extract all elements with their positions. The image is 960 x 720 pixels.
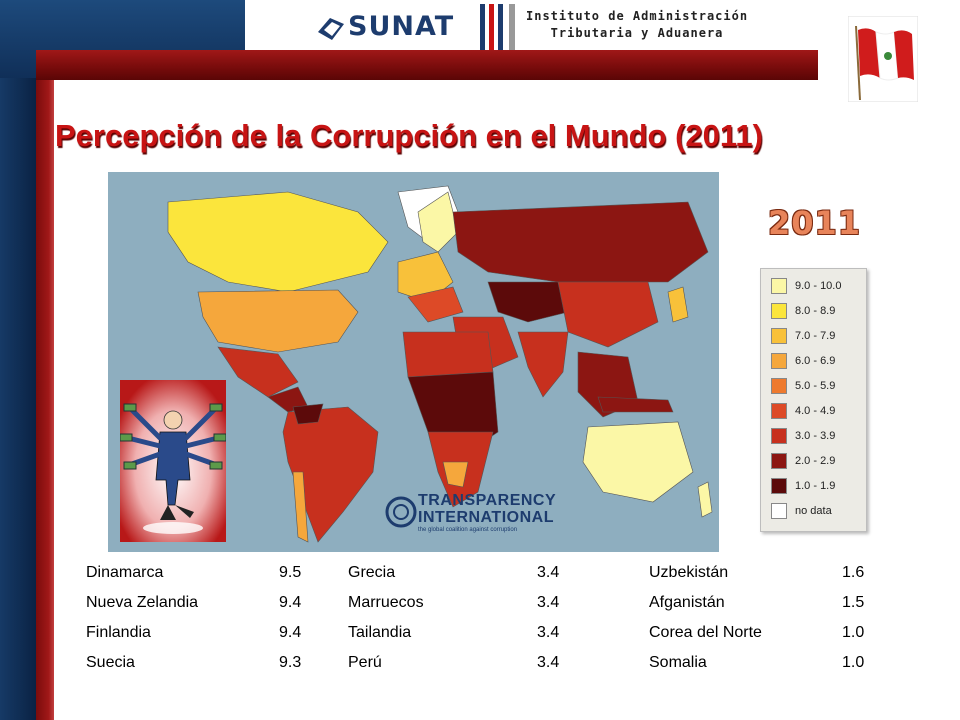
map-legend: 9.0 - 10.0 8.0 - 8.9 7.0 - 7.9 6.0 - 6.9 5.0… bbox=[760, 268, 867, 532]
ranking-country: Somalia bbox=[649, 654, 707, 671]
region-australia bbox=[582, 421, 694, 503]
legend-label: 3.0 - 3.9 bbox=[795, 430, 836, 442]
legend-swatch bbox=[771, 453, 787, 469]
region-south-america bbox=[282, 406, 379, 543]
ti-logo-line-1: TRANSPARENCY bbox=[418, 492, 557, 509]
ranking-score: 9.4 bbox=[279, 594, 302, 611]
ranking-country: Perú bbox=[348, 654, 382, 671]
region-botswana bbox=[442, 461, 469, 488]
legend-item: 4.0 - 4.9 bbox=[771, 400, 835, 422]
ranking-score: 1.0 bbox=[842, 624, 865, 641]
ranking-country: Tailandia bbox=[348, 624, 412, 641]
legend-swatch bbox=[771, 328, 787, 344]
legend-swatch bbox=[771, 353, 787, 369]
ranking-country: Grecia bbox=[348, 564, 396, 581]
legend-label: 6.0 - 6.9 bbox=[795, 355, 836, 367]
legend-swatch bbox=[771, 503, 787, 519]
region-venezuela bbox=[292, 403, 324, 425]
legend-item: 6.0 - 6.9 bbox=[771, 350, 835, 372]
ti-logo-line-2: INTERNATIONAL bbox=[418, 509, 554, 526]
ranking-country: Finlandia bbox=[86, 624, 151, 641]
legend-item: 5.0 - 5.9 bbox=[771, 375, 835, 397]
ranking-score: 3.4 bbox=[537, 624, 560, 641]
legend-item: 8.0 - 8.9 bbox=[771, 300, 835, 322]
ranking-country: Uzbekistán bbox=[649, 564, 729, 581]
legend-item: 7.0 - 7.9 bbox=[771, 325, 835, 347]
ranking-country: Dinamarca bbox=[86, 564, 164, 581]
ranking-score: 9.5 bbox=[279, 564, 302, 581]
institute-name: Instituto de Administración Tributaria y… bbox=[526, 8, 748, 42]
legend-swatch bbox=[771, 278, 787, 294]
region-scandinavia bbox=[417, 191, 459, 253]
ranking-country: Nueva Zelandia bbox=[86, 594, 199, 611]
legend-label: no data bbox=[795, 505, 832, 517]
legend-label: 7.0 - 7.9 bbox=[795, 330, 836, 342]
legend-label: 2.0 - 2.9 bbox=[795, 455, 836, 467]
ranking-score: 1.0 bbox=[842, 654, 865, 671]
ti-logo-tagline: the global coalition against corruption bbox=[418, 527, 518, 533]
year-label: 2011 bbox=[768, 204, 862, 242]
legend-swatch bbox=[771, 403, 787, 419]
slide-title: Percepción de la Corrupción en el Mundo … bbox=[55, 118, 763, 153]
sunat-logo-icon bbox=[318, 18, 344, 40]
ranking-score: 3.4 bbox=[537, 564, 560, 581]
legend-label: 1.0 - 1.9 bbox=[795, 480, 836, 492]
legend-label: 8.0 - 8.9 bbox=[795, 305, 836, 317]
red-header-bar bbox=[36, 50, 818, 80]
ranking-score: 9.3 bbox=[279, 654, 302, 671]
legend-item: 2.0 - 2.9 bbox=[771, 450, 835, 472]
ranking-score: 3.4 bbox=[537, 654, 560, 671]
ranking-score: 9.4 bbox=[279, 624, 302, 641]
legend-swatch bbox=[771, 303, 787, 319]
ranking-score: 1.5 bbox=[842, 594, 865, 611]
legend-swatch bbox=[771, 478, 787, 494]
region-north-africa bbox=[402, 331, 494, 378]
red-side-bar bbox=[36, 80, 54, 720]
legend-label: 5.0 - 5.9 bbox=[795, 380, 836, 392]
region-russia bbox=[452, 201, 709, 283]
region-southern-europe bbox=[407, 286, 464, 323]
header-area bbox=[245, 0, 960, 50]
legend-label: 4.0 - 4.9 bbox=[795, 405, 836, 417]
region-canada bbox=[167, 191, 389, 293]
region-chile bbox=[292, 471, 309, 543]
region-new-zealand bbox=[697, 481, 713, 518]
legend-label: 9.0 - 10.0 bbox=[795, 280, 842, 292]
peru-flag-icon bbox=[848, 16, 918, 102]
stripes-icon bbox=[480, 4, 515, 50]
legend-item: no data bbox=[771, 500, 832, 522]
legend-swatch bbox=[771, 428, 787, 444]
institute-line-1: Instituto de Administración bbox=[526, 9, 749, 23]
ranking-country: Marruecos bbox=[348, 594, 424, 611]
ranking-score: 3.4 bbox=[537, 594, 560, 611]
ranking-score: 1.6 bbox=[842, 564, 865, 581]
legend-item: 1.0 - 1.9 bbox=[771, 475, 835, 497]
institute-line-2: Tributaria y Aduanera bbox=[550, 26, 724, 40]
sunat-logo-text: SUNAT bbox=[348, 11, 455, 42]
ranking-country: Suecia bbox=[86, 654, 135, 671]
legend-swatch bbox=[771, 378, 787, 394]
transparency-international-logo-icon bbox=[385, 496, 417, 528]
left-navy-bar bbox=[0, 0, 36, 720]
region-india bbox=[517, 331, 569, 398]
legend-item: 9.0 - 10.0 bbox=[771, 275, 841, 297]
region-mexico bbox=[217, 346, 299, 398]
region-japan bbox=[667, 286, 689, 323]
corruption-cartoon-image bbox=[120, 380, 226, 542]
world-map-graphic bbox=[108, 172, 719, 552]
region-china bbox=[557, 281, 659, 348]
legend-item: 3.0 - 3.9 bbox=[771, 425, 835, 447]
region-usa bbox=[197, 289, 359, 353]
region-central-asia bbox=[487, 281, 569, 323]
ranking-country: Afganistán bbox=[649, 594, 725, 611]
ranking-country: Corea del Norte bbox=[649, 624, 762, 641]
region-indonesia bbox=[597, 396, 674, 413]
